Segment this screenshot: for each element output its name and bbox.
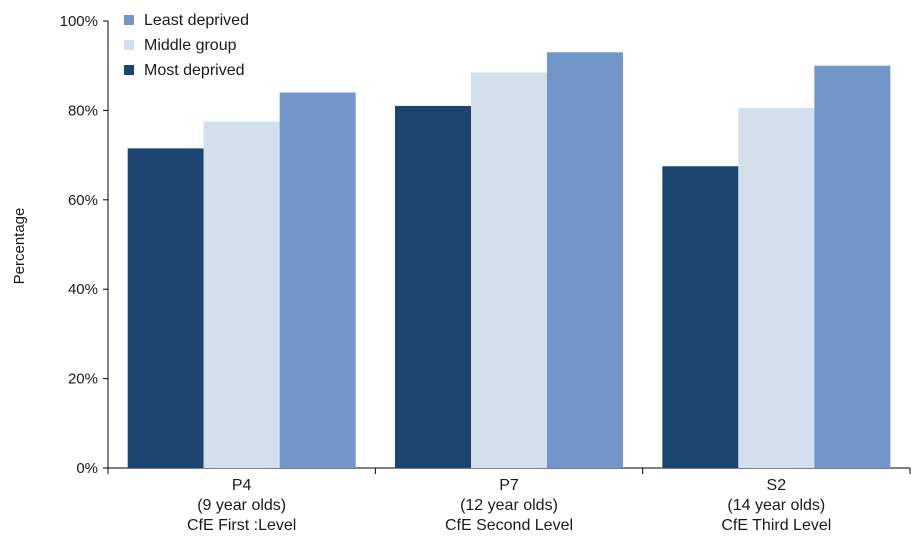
x-category-label: CfE Second Level	[445, 517, 573, 534]
bar-middle-group	[203, 121, 280, 468]
x-category-label: CfE Third Level	[721, 517, 831, 534]
legend-label: Least deprived	[144, 12, 249, 29]
bar-middle-group	[738, 108, 815, 468]
x-category-label: S2	[767, 477, 787, 494]
y-tick-label: 40%	[68, 281, 98, 298]
x-category-label: (14 year olds)	[727, 497, 825, 514]
bar-least-deprived	[814, 65, 891, 468]
y-tick-label: 20%	[68, 371, 98, 388]
bar-least-deprived	[279, 92, 356, 469]
y-tick-label: 0%	[76, 460, 98, 477]
bar-most-deprived	[662, 166, 739, 468]
bar-least-deprived	[547, 52, 623, 468]
x-category-label: CfE First :Level	[187, 517, 296, 534]
legend-swatch	[124, 15, 134, 25]
x-category-label: P7	[499, 477, 519, 494]
legend-swatch	[124, 65, 134, 75]
x-category-label: P4	[232, 477, 252, 494]
y-axis-title: Percentage	[11, 208, 28, 285]
x-category-label: (12 year olds)	[460, 497, 558, 514]
bar-most-deprived	[127, 148, 204, 468]
y-tick-label: 60%	[68, 192, 98, 209]
legend-label: Most deprived	[144, 62, 245, 79]
legend-swatch	[124, 40, 134, 50]
y-tick-label: 80%	[68, 102, 98, 119]
legend-label: Middle group	[144, 37, 237, 54]
x-category-label: (9 year olds)	[197, 497, 286, 514]
bar-most-deprived	[395, 105, 471, 469]
bar-middle-group	[471, 72, 547, 468]
y-tick-label: 100%	[60, 13, 98, 30]
